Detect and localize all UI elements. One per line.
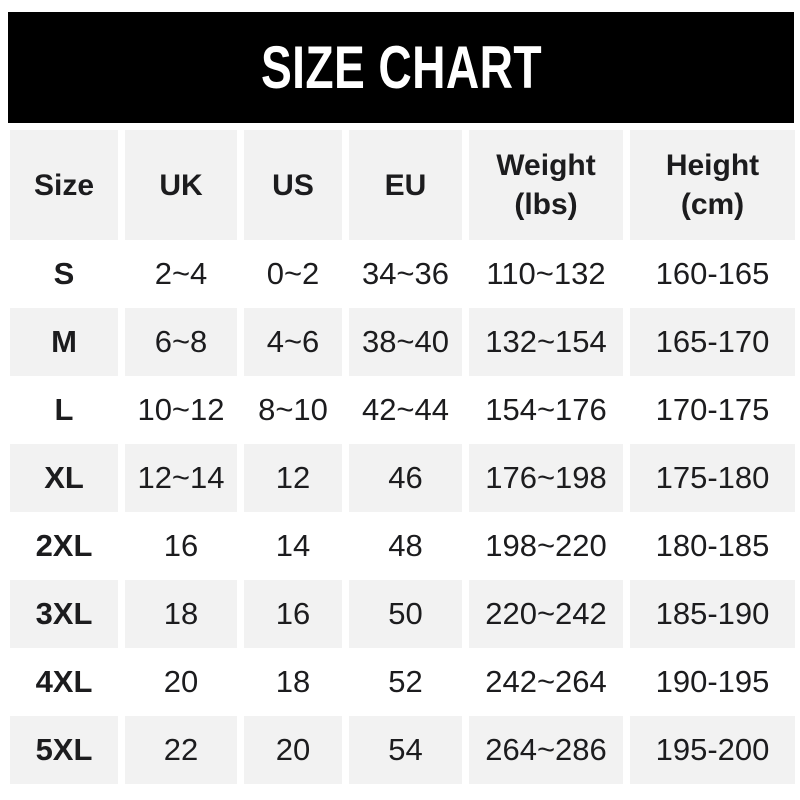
- header-cell-us: US: [244, 130, 342, 240]
- page-title: SIZE CHART: [260, 34, 542, 101]
- header-cell-eu: EU: [349, 130, 462, 240]
- cell-uk: 18: [125, 580, 237, 648]
- cell-eu: 54: [349, 716, 462, 784]
- cell-size: L: [10, 376, 118, 444]
- cell-eu: 48: [349, 512, 462, 580]
- cell-weight: 176~198: [469, 444, 623, 512]
- cell-uk: 22: [125, 716, 237, 784]
- cell-height: 170-175: [630, 376, 795, 444]
- cell-uk: 20: [125, 648, 237, 716]
- cell-height: 165-170: [630, 308, 795, 376]
- cell-weight: 110~132: [469, 240, 623, 308]
- header-label: UK: [159, 168, 203, 202]
- cell-height: 185-190: [630, 580, 795, 648]
- cell-weight: 220~242: [469, 580, 623, 648]
- cell-us: 12: [244, 444, 342, 512]
- cell-eu: 38~40: [349, 308, 462, 376]
- cell-us: 18: [244, 648, 342, 716]
- cell-us: 4~6: [244, 308, 342, 376]
- cell-eu: 46: [349, 444, 462, 512]
- header-cell-height: Height (cm): [630, 130, 795, 240]
- header-label: Height: [665, 149, 760, 182]
- cell-height: 175-180: [630, 444, 795, 512]
- cell-weight: 264~286: [469, 716, 623, 784]
- cell-size: 2XL: [10, 512, 118, 580]
- cell-us: 0~2: [244, 240, 342, 308]
- cell-uk: 10~12: [125, 376, 237, 444]
- cell-size: XL: [10, 444, 118, 512]
- cell-us: 16: [244, 580, 342, 648]
- cell-eu: 42~44: [349, 376, 462, 444]
- cell-weight: 154~176: [469, 376, 623, 444]
- header-cell-weight: Weight (lbs): [469, 130, 623, 240]
- cell-eu: 50: [349, 580, 462, 648]
- cell-uk: 2~4: [125, 240, 237, 308]
- cell-weight: 198~220: [469, 512, 623, 580]
- cell-uk: 6~8: [125, 308, 237, 376]
- cell-uk: 12~14: [125, 444, 237, 512]
- cell-size: 5XL: [10, 716, 118, 784]
- cell-size: 4XL: [10, 648, 118, 716]
- header-cell-uk: UK: [125, 130, 237, 240]
- cell-size: M: [10, 308, 118, 376]
- header-sublabel: (lbs): [514, 188, 578, 221]
- cell-size: S: [10, 240, 118, 308]
- cell-eu: 52: [349, 648, 462, 716]
- cell-us: 20: [244, 716, 342, 784]
- cell-eu: 34~36: [349, 240, 462, 308]
- header-label: EU: [384, 168, 427, 202]
- cell-size: 3XL: [10, 580, 118, 648]
- cell-weight: 242~264: [469, 648, 623, 716]
- size-table: Size UK US EU Weight (lbs) Height (cm) S…: [10, 130, 795, 784]
- cell-height: 180-185: [630, 512, 795, 580]
- header-label: US: [272, 168, 314, 202]
- size-chart-banner: SIZE CHART: [8, 12, 794, 123]
- cell-uk: 16: [125, 512, 237, 580]
- cell-weight: 132~154: [469, 308, 623, 376]
- cell-us: 8~10: [244, 376, 342, 444]
- header-label: Weight: [496, 149, 596, 182]
- cell-height: 160-165: [630, 240, 795, 308]
- cell-us: 14: [244, 512, 342, 580]
- header-cell-size: Size: [10, 130, 118, 240]
- header-label: Size: [33, 168, 95, 202]
- cell-height: 190-195: [630, 648, 795, 716]
- cell-height: 195-200: [630, 716, 795, 784]
- header-sublabel: (cm): [680, 188, 745, 221]
